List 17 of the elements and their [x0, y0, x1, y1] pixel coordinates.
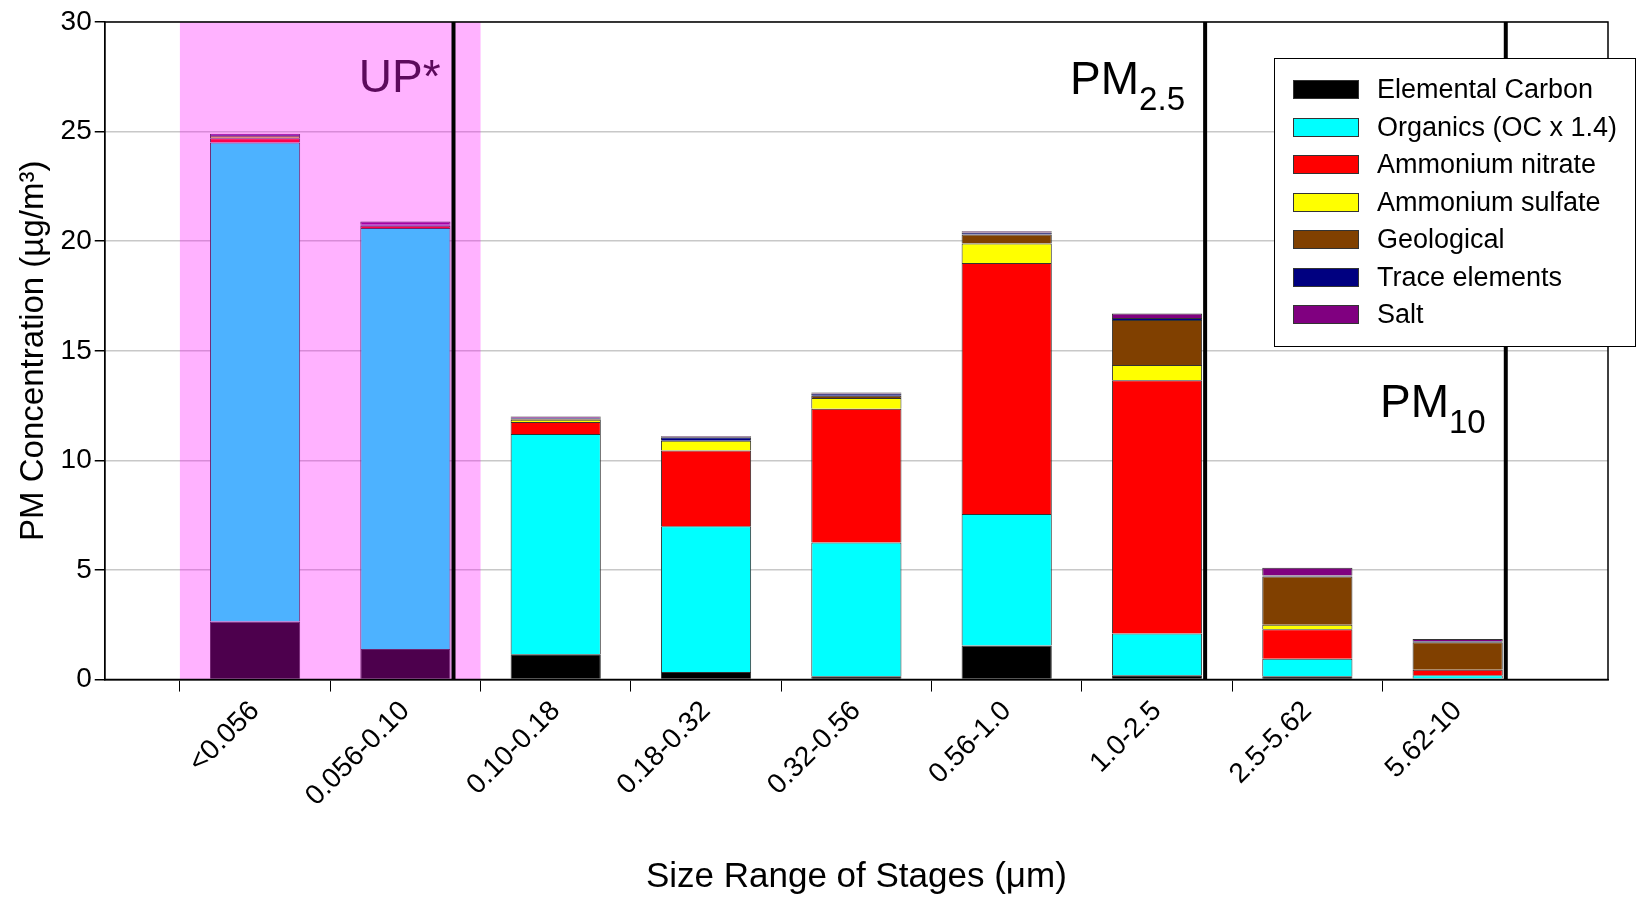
y-tick-label: 5 — [76, 552, 92, 584]
y-axis-title: PM Concentration (µg/m³) — [12, 160, 50, 541]
y-tick-label: 30 — [60, 4, 92, 36]
legend-label: Ammonium nitrate — [1376, 149, 1597, 181]
legend-label: Geological — [1376, 224, 1505, 256]
y-tick-label: 10 — [60, 443, 92, 475]
legend-label: Ammonium sulfate — [1376, 186, 1601, 218]
x-axis-title: Size Range of Stages (μm) — [645, 854, 1067, 894]
y-tick-label: 25 — [60, 114, 92, 146]
y-tick-label: 15 — [60, 333, 92, 365]
y-tick-label: 0 — [76, 662, 92, 694]
y-tick-label: 20 — [60, 223, 92, 255]
band-label: UP* — [358, 50, 441, 102]
legend-label: Salt — [1376, 299, 1424, 331]
legend-label: Trace elements — [1376, 261, 1563, 293]
legend-label: Elemental Carbon — [1376, 74, 1594, 106]
legend-label: Organics (OC x 1.4) — [1376, 111, 1617, 143]
